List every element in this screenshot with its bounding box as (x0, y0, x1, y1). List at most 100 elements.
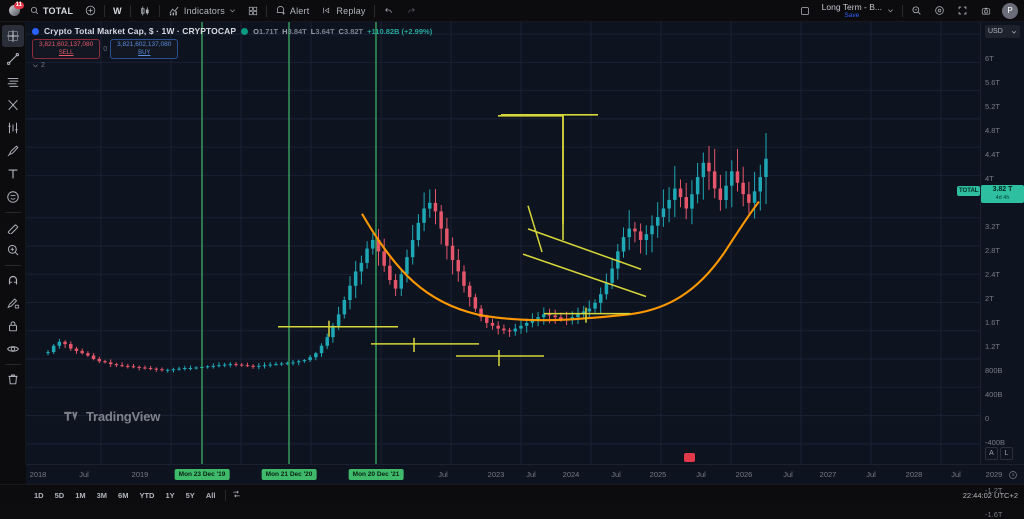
text-tool[interactable] (2, 163, 24, 185)
time-tick: Jul (526, 470, 536, 479)
date-range-button[interactable] (231, 486, 242, 504)
settings-button[interactable] (928, 2, 951, 20)
buy-button[interactable]: 3,821,602,137,080 BUY (110, 39, 179, 59)
tradingview-logo-button[interactable]: 11 (4, 1, 24, 20)
price-axis[interactable]: USD 6T 5.6T 5.2T 4.8T 4.4T 4T 3.82 T 4d … (957, 22, 1024, 519)
gear-icon (935, 6, 944, 15)
hide-drawings-tool[interactable] (2, 338, 24, 360)
replay-icon (323, 7, 330, 14)
replay-button[interactable]: Replay (315, 2, 371, 20)
trend-line-tool[interactable] (2, 48, 24, 70)
time-tick: 2025 (649, 470, 667, 479)
range-button-5d[interactable]: 5D (54, 490, 65, 500)
range-button-1d[interactable]: 1D (34, 490, 44, 500)
search-icon (30, 6, 39, 15)
session-clock: 22:44:02 UTC+2 (962, 490, 1018, 500)
snapshot-button[interactable] (974, 2, 998, 20)
current-price-badge[interactable]: 3.82 T 4d 4h (981, 185, 1024, 203)
price-tick: 1.2T (985, 342, 1001, 351)
alert-marker-icon[interactable] (684, 453, 695, 462)
remove-drawings-tool[interactable] (2, 368, 24, 390)
layout-panel-icon-button[interactable] (794, 2, 816, 20)
redo-icon (407, 8, 415, 13)
time-marker-badge[interactable]: Mon 21 Dec '20 (261, 469, 317, 480)
target-projection-annotation[interactable] (501, 114, 598, 224)
range-button-all[interactable]: All (205, 490, 216, 500)
price-tick: 400B (985, 390, 1003, 399)
time-tick: 2026 (735, 470, 753, 479)
emoji-tool[interactable] (2, 186, 24, 208)
currency-unit-selector[interactable]: USD (985, 25, 1020, 38)
layout-save-label[interactable]: Save (844, 11, 860, 19)
fullscreen-button[interactable] (951, 2, 974, 20)
time-marker-badge[interactable]: Mon 23 Dec '19 (174, 469, 230, 480)
time-axis[interactable]: 2018 Jul 2019 Jul Mon 23 Dec '19 Jul Mon… (26, 464, 1024, 484)
magnet-tool[interactable] (2, 269, 24, 291)
sell-price: 3,821,602,137,080 (39, 41, 94, 48)
pitchfork-tool[interactable] (2, 94, 24, 116)
measure-annotations[interactable] (278, 307, 630, 367)
range-button-5y[interactable]: 5Y (185, 490, 195, 500)
lock-drawings-tool[interactable] (2, 315, 24, 337)
price-tick: 4.4T (985, 150, 1001, 159)
cup-curve-annotation[interactable] (361, 200, 760, 322)
fib-retracement-tool[interactable] (2, 71, 24, 93)
price-plot (26, 22, 980, 464)
range-button-3m[interactable]: 3M (96, 490, 108, 500)
stay-in-drawing-mode-tool[interactable] (2, 292, 24, 314)
forecast-icon (7, 122, 18, 134)
date-range-icon (233, 490, 241, 498)
target-projection-bracket[interactable] (498, 115, 564, 240)
forecast-tool[interactable] (2, 117, 24, 139)
text-icon (8, 169, 17, 179)
time-tick: Jul (866, 470, 876, 479)
time-tick: Jul (438, 470, 448, 479)
price-axis-buttons: A L (985, 447, 1013, 460)
smiley-icon (6, 191, 19, 203)
user-avatar[interactable]: P (1002, 2, 1018, 19)
time-marker-badge[interactable]: Mon 20 Dec '21 (348, 469, 404, 480)
chart-canvas[interactable]: Crypto Total Market Cap, $ · 1W · CRYPTO… (26, 22, 980, 464)
symbol-search-button[interactable]: TOTAL (24, 2, 79, 20)
descending-channel-annotation[interactable] (522, 205, 647, 298)
interval-button[interactable]: W (107, 2, 128, 20)
brush-icon (7, 145, 18, 157)
price-tick: -400B (985, 438, 1006, 447)
chevron-down-icon (1011, 30, 1017, 34)
layout-name-button[interactable]: Long Term - B... Save (816, 2, 900, 20)
auto-scale-button[interactable]: A (985, 447, 998, 460)
chart-style-button[interactable] (133, 2, 157, 20)
sell-button[interactable]: 3,821,602,137,080 SELL (32, 39, 101, 59)
range-button-1m[interactable]: 1M (75, 490, 86, 500)
quick-search-button[interactable] (905, 2, 928, 20)
range-button-6m[interactable]: 6M (118, 490, 129, 500)
indicator-templates-button[interactable] (242, 2, 264, 20)
price-tick: 4.8T (985, 126, 1001, 135)
price-tick: -1.6T (985, 510, 1003, 519)
range-button-1y[interactable]: 1Y (165, 490, 175, 500)
measure-tool[interactable] (2, 216, 24, 238)
timezone-button[interactable] (1008, 470, 1018, 480)
time-tick: Jul (611, 470, 621, 479)
log-scale-button[interactable]: L (1000, 447, 1013, 460)
timezone-clock-icon (1009, 470, 1017, 479)
range-button-ytd[interactable]: YTD (139, 490, 155, 500)
price-tick: 0 (985, 414, 990, 423)
add-symbol-button[interactable] (79, 2, 102, 20)
price-tick: 2T (985, 294, 994, 303)
price-tick: -1.2T (985, 486, 1003, 495)
indicators-button[interactable]: Indicators (162, 2, 242, 20)
redo-button[interactable] (400, 2, 423, 20)
undo-button[interactable] (377, 2, 400, 20)
trash-icon (7, 374, 18, 385)
notification-badge[interactable]: 11 (13, 1, 24, 9)
brush-tool[interactable] (2, 140, 24, 162)
undo-icon (384, 8, 392, 13)
alert-button[interactable]: Alert (269, 2, 316, 20)
drawing-toolbar (0, 22, 26, 464)
replay-label: Replay (336, 5, 366, 16)
cross-cursor-tool[interactable] (1, 25, 24, 47)
trading-panel[interactable]: 3,821,602,137,080 SELL 0 3,821,602,137,0… (32, 39, 432, 59)
zoom-tool[interactable] (2, 239, 24, 261)
ruler-icon (7, 224, 18, 234)
